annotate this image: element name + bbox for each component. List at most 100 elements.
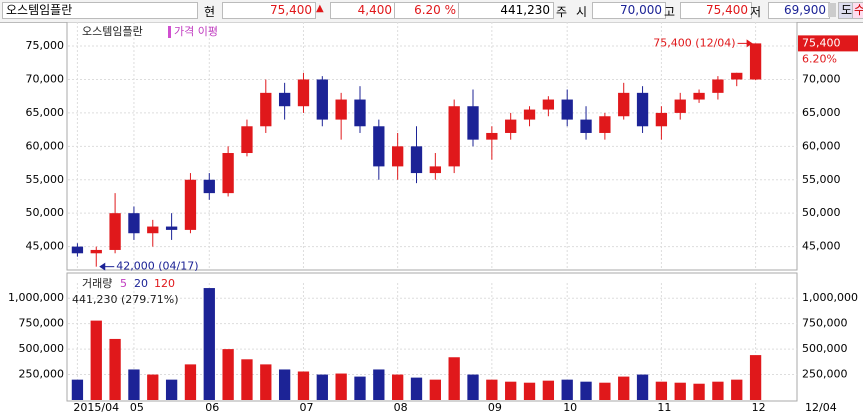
x-tick-label: 12 — [752, 401, 766, 414]
x-end-label: 12/04 — [805, 401, 837, 414]
y-tick-label: 1,000,000 — [802, 291, 858, 304]
candle-body — [260, 92, 272, 127]
volume-bar — [505, 381, 517, 400]
candle-body — [90, 249, 102, 254]
x-tick-label: 06 — [205, 401, 219, 414]
annotation: 42,000 (04/17) — [116, 260, 198, 273]
candle-body — [392, 146, 404, 167]
y-tick-label: 500,000 — [802, 342, 848, 355]
candle-body — [448, 106, 460, 167]
x-tick-label: 05 — [130, 401, 144, 414]
candle-body — [373, 126, 385, 167]
y-tick-label: 65,000 — [26, 106, 65, 119]
volume-bar — [128, 369, 140, 400]
legend: 거래량 — [82, 277, 112, 290]
label: 주 — [556, 5, 568, 19]
change-label: 6.20% — [802, 52, 837, 65]
candle-body — [410, 146, 423, 174]
candle-body — [165, 226, 178, 230]
volume-bar — [486, 379, 498, 400]
x-tick-label: 2015/04 — [73, 401, 119, 414]
volume-bar — [147, 374, 159, 400]
last-price-label: 75,400 — [802, 36, 841, 49]
candle-body — [147, 226, 159, 234]
price: 75,400 — [222, 2, 316, 19]
volume-bar — [448, 357, 460, 400]
x-tick-label: 07 — [299, 401, 313, 414]
y-tick-label: 70,000 — [26, 72, 65, 85]
volume-bar — [523, 382, 536, 400]
volume-bar — [712, 381, 724, 400]
open: 70,000 — [592, 2, 666, 19]
volume-bar — [542, 380, 555, 400]
candle-body — [354, 99, 366, 127]
volume-bar — [580, 381, 592, 400]
candle-body — [505, 119, 517, 133]
candle-body — [278, 92, 291, 107]
y-tick-label: 750,000 — [802, 317, 848, 330]
volume-bar — [335, 373, 347, 400]
candle-body — [316, 79, 328, 120]
y-tick-label: 55,000 — [26, 173, 65, 186]
candle-body — [128, 213, 140, 234]
toolbar: 오스템임플란 현 75,400 ▲ 4,400 6.20 % 441,230 주… — [0, 0, 863, 23]
candle-body — [109, 213, 121, 250]
label: 저 — [750, 5, 762, 19]
candle-body — [523, 109, 536, 120]
change: 4,400 — [330, 2, 396, 19]
volume-info: 441,230 (279.71%) — [72, 293, 179, 306]
last-price-box — [798, 35, 858, 52]
y-tick-label: 50,000 — [26, 206, 65, 219]
legend: 5 — [120, 277, 127, 290]
high: 75,400 — [680, 2, 752, 19]
candle-body — [561, 99, 573, 120]
candle-body — [467, 106, 479, 140]
annotation-arrowhead — [99, 262, 106, 271]
candle-body — [222, 153, 234, 194]
volume-bar — [373, 369, 385, 400]
label: 시 — [576, 5, 588, 19]
y-tick-label: 750,000 — [19, 317, 65, 330]
y-tick-label: 60,000 — [26, 139, 65, 152]
candle-body — [71, 246, 84, 254]
volume-bar — [731, 379, 743, 400]
x-tick-label: 09 — [488, 401, 502, 414]
y-tick-label: 55,000 — [802, 173, 841, 186]
stock-name[interactable]: 오스템임플란 — [2, 2, 198, 19]
volume-bar — [599, 382, 611, 400]
x-tick-label: 10 — [563, 401, 577, 414]
volume-bar — [222, 349, 234, 400]
candle-body — [618, 92, 630, 117]
icon[interactable] — [828, 3, 836, 17]
change-rate: 6.20 % — [394, 2, 460, 19]
volume-bar — [165, 379, 178, 400]
volume-bar — [297, 371, 310, 400]
volume-bar — [693, 383, 705, 400]
candle-body — [486, 132, 498, 140]
volume-bar — [392, 374, 404, 400]
button[interactable]: 수 — [852, 2, 863, 19]
volume-bar — [71, 379, 84, 400]
volume-bar — [467, 374, 479, 400]
legend-swatch — [168, 26, 171, 38]
candle-body — [599, 116, 611, 133]
legend: 가격 이평 — [174, 25, 218, 38]
chart: 2015/04 05 06 07 08 09 10 11 12 12/04 45,000 45,000… — [8, 22, 858, 414]
candle-body — [203, 179, 215, 194]
annotation: 75,400 (12/04) — [653, 36, 735, 49]
candle-body — [655, 112, 668, 127]
y-tick-label: 75,000 — [26, 39, 65, 52]
y-tick-label: 45,000 — [26, 240, 65, 253]
volume-bar — [636, 374, 649, 400]
candle-body — [184, 179, 197, 230]
y-tick-label: 50,000 — [802, 206, 841, 219]
candle-body — [731, 72, 743, 80]
y-tick-label: 65,000 — [802, 106, 841, 119]
candle-body — [241, 126, 253, 154]
volume-bar — [203, 288, 215, 400]
volume-bar — [410, 377, 423, 400]
y-tick-label: 45,000 — [802, 240, 841, 253]
volume-bar — [618, 376, 630, 400]
volume-bar — [561, 379, 573, 400]
volume-bar — [316, 374, 328, 400]
